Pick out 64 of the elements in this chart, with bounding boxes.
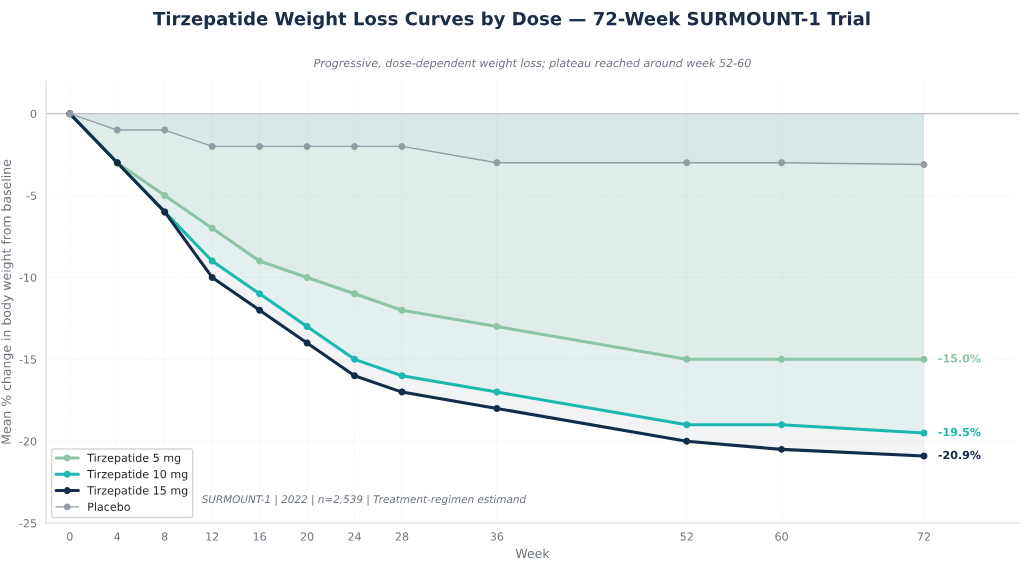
point (256, 142, 264, 150)
x-axis-title: Week (515, 548, 550, 559)
data-label: -15.0% (938, 354, 981, 363)
point (208, 257, 216, 265)
point (161, 192, 169, 200)
point (493, 323, 501, 331)
x-tick-label: 28 (395, 532, 409, 541)
x-tick-label: 24 (348, 532, 361, 541)
point (208, 224, 216, 232)
point (683, 421, 691, 429)
point (778, 355, 786, 363)
y-tick-label: -15 (19, 355, 37, 364)
point (778, 159, 786, 167)
x-tick-label: 72 (917, 532, 930, 541)
point (303, 323, 311, 331)
point (493, 159, 501, 167)
point (920, 355, 928, 363)
point (683, 355, 691, 363)
point (683, 437, 691, 445)
point (208, 142, 216, 150)
point (256, 257, 264, 265)
y-tick-label: -20 (19, 437, 37, 446)
legend-label: Tirzepatide 15 mg (87, 486, 188, 497)
point (113, 126, 121, 134)
chart-title: Tirzepatide Weight Loss Curves by Dose — 72-Week SURMOUNT-1 Trial (153, 11, 870, 30)
point (351, 355, 358, 363)
point (778, 445, 786, 453)
point (303, 273, 311, 281)
data-label: -19.5% (938, 427, 981, 437)
y-tick-label: 0 (30, 109, 37, 119)
point (351, 372, 358, 380)
y-axis-title: Mean % change in body weight from baseline (1, 159, 14, 444)
x-tick-label: 12 (206, 532, 219, 541)
annotation: SURMOUNT-1 | 2022 | n=2,539 | Treatment-regimen estimand (201, 494, 527, 506)
point (256, 306, 264, 314)
y-tick-label: -10 (19, 273, 37, 282)
x-tick-label: 36 (490, 532, 504, 541)
point (398, 142, 406, 150)
point (351, 290, 358, 298)
x-tick-label: 4 (114, 532, 121, 541)
point (398, 306, 406, 314)
x-tick-label: 0 (67, 532, 73, 541)
data-label: -20.9% (938, 450, 981, 460)
chart-subtitle: Progressive, dose-dependent weight loss; plateau reached around week 52-60 (313, 58, 751, 70)
point (351, 142, 358, 150)
x-tick-label: 8 (161, 532, 168, 541)
point (493, 404, 501, 412)
legend-label: Placebo (88, 502, 130, 511)
x-tick-label: 20 (300, 532, 314, 541)
point (208, 273, 216, 281)
point (256, 290, 264, 298)
point (683, 159, 691, 167)
point (303, 142, 311, 150)
y-tick-label: -5 (26, 191, 37, 200)
legend-label: Tirzepatide 5 mg (87, 453, 181, 465)
x-tick-label: 16 (253, 532, 266, 541)
point (920, 160, 928, 168)
point (161, 126, 169, 134)
point (398, 372, 406, 380)
point (778, 421, 786, 429)
x-tick-label: 52 (680, 532, 693, 541)
y-tick-label: -25 (19, 519, 37, 528)
legend-label: Tirzepatide 10 mg (87, 469, 188, 481)
x-tick-label: 60 (775, 532, 788, 541)
